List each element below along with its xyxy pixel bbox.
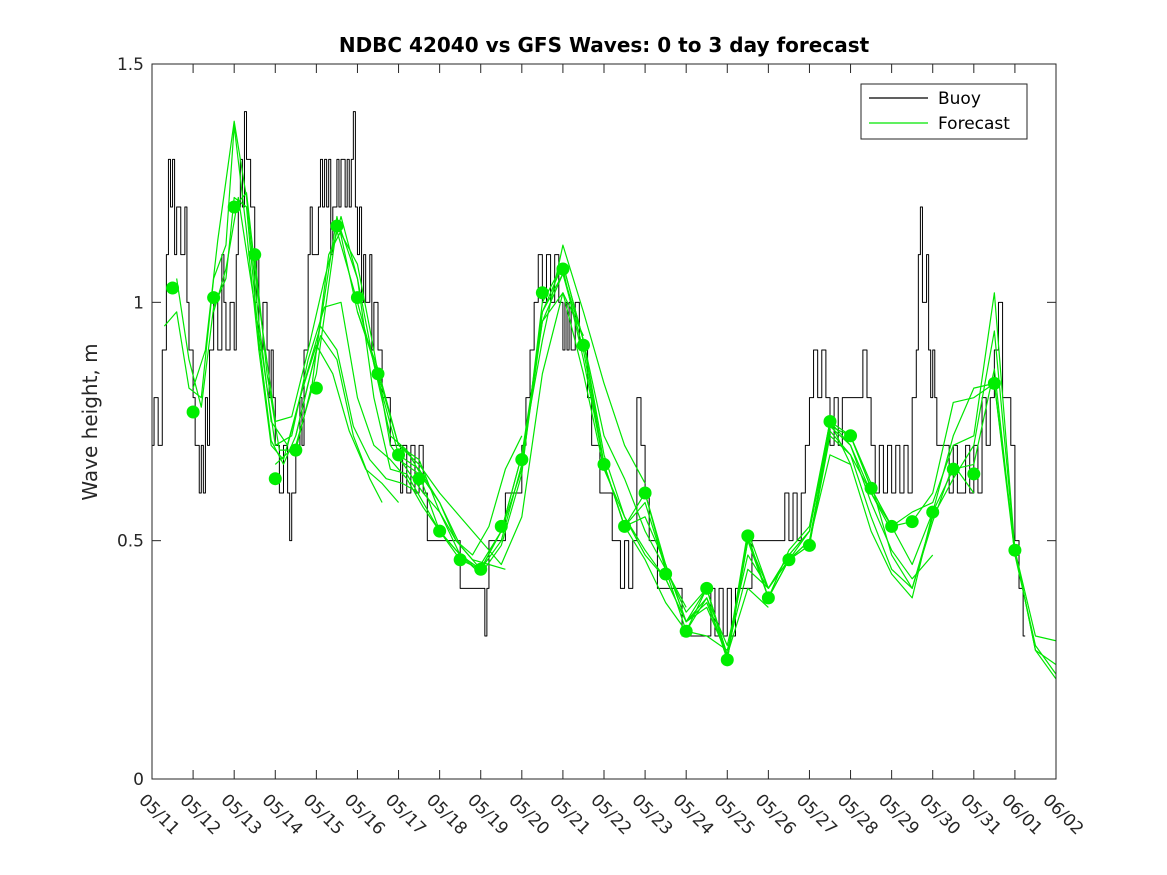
forecast-series-line-4: [213, 196, 441, 532]
analysis-point-35: [885, 519, 899, 533]
analysis-point-27: [720, 653, 734, 667]
forecast-series-line-1: [176, 196, 383, 503]
analysis-point-19: [556, 262, 570, 276]
analysis-point-30: [782, 553, 796, 567]
analysis-point-40: [987, 376, 1001, 390]
forecast-series-line-22: [849, 292, 1056, 680]
analysis-point-34: [864, 481, 878, 495]
forecast-series-line-5: [233, 192, 473, 565]
analysis-point-16: [494, 519, 508, 533]
analysis-point-38: [946, 462, 960, 476]
legend-forecast-label: Forecast: [938, 114, 1010, 134]
analysis-point-8: [330, 219, 344, 233]
y-tick-label-3: 1.5: [117, 55, 144, 75]
analysis-point-28: [741, 529, 755, 543]
analysis-point-24: [659, 567, 673, 581]
forecast-series-line-13: [480, 273, 810, 651]
analysis-point-23: [638, 486, 652, 500]
y-tick-label-0: 0: [133, 770, 144, 790]
analysis-point-22: [618, 519, 632, 533]
legend: Buoy Forecast: [860, 83, 1028, 140]
analysis-point-29: [761, 591, 775, 605]
analysis-point-15: [474, 562, 488, 576]
analysis-point-36: [905, 515, 919, 529]
analysis-point-20: [576, 338, 590, 352]
legend-box: [860, 83, 1028, 140]
analysis-point-32: [823, 415, 837, 428]
analysis-point-5: [268, 472, 282, 486]
forecast-series-line-2: [163, 125, 400, 503]
analysis-point-14: [453, 553, 467, 567]
analysis-point-31: [802, 538, 816, 552]
analysis-point-17: [515, 453, 529, 467]
analysis-point-37: [926, 505, 940, 519]
analysis-point-21: [597, 457, 611, 471]
analysis-point-11: [392, 448, 406, 462]
forecast-series-line-7: [274, 225, 523, 556]
analysis-point-26: [700, 581, 714, 595]
analysis-point-3: [227, 200, 241, 214]
series-group: [152, 111, 1056, 680]
analysis-point-39: [967, 467, 981, 481]
analysis-point-6: [289, 443, 303, 457]
analysis-point-18: [535, 286, 549, 300]
analysis-point-2: [207, 291, 221, 305]
analysis-point-12: [412, 472, 426, 486]
analysis-point-25: [679, 624, 693, 638]
chart-title: NDBC 42040 vs GFS Waves: 0 to 3 day fore…: [339, 33, 870, 57]
analysis-point-4: [248, 248, 262, 262]
y-axis-label: Wave height, m: [78, 343, 102, 500]
analysis-point-0: [166, 281, 180, 295]
analysis-point-41: [1008, 543, 1022, 557]
y-tick-label-2: 1: [133, 293, 144, 313]
analysis-point-1: [186, 405, 200, 419]
analysis-point-33: [844, 429, 858, 443]
legend-buoy-label: Buoy: [938, 89, 981, 109]
analysis-point-9: [350, 291, 364, 305]
forecast-series-line-8: [295, 215, 584, 566]
analysis-point-7: [309, 381, 323, 395]
analysis-point-13: [433, 524, 447, 538]
analysis-point-10: [371, 367, 385, 381]
y-tick-label-1: 0.5: [117, 532, 144, 552]
